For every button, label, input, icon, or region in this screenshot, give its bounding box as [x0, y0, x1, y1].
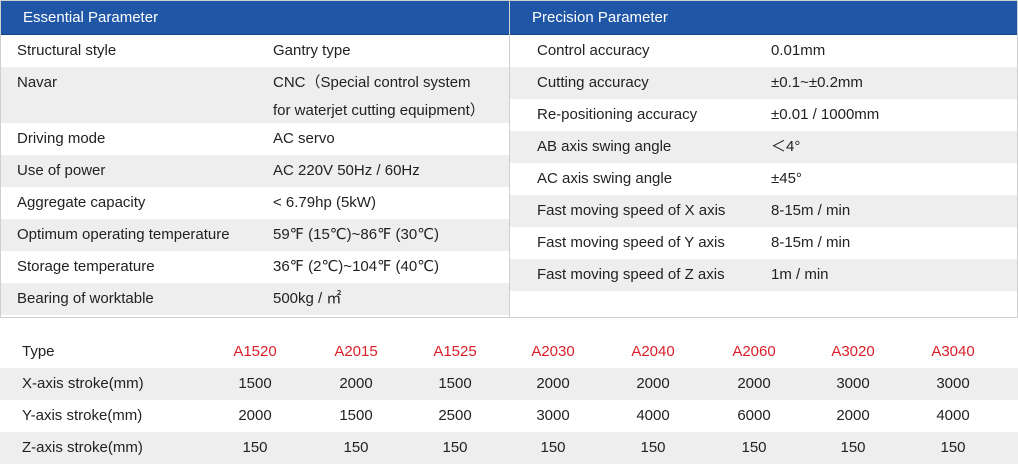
model-stroke-cell: 2000: [339, 375, 373, 392]
essential-label: Driving mode: [17, 130, 106, 147]
essential-value: CNC（Special control system for waterjet c…: [273, 69, 485, 125]
essential-label: Navar: [17, 74, 58, 91]
precision-row: Cutting accuracy ±0.1~±0.2mm: [510, 67, 1017, 99]
precision-value: 0.01mm: [771, 42, 826, 59]
model-header-row: Type A1520 A2015 A1525 A2030 A2040 A2060 A3020 A…: [0, 336, 1018, 368]
precision-parameter-panel: Precision Parameter Control accuracy 0.01…: [510, 0, 1018, 318]
essential-value: Gantry type: [273, 42, 351, 59]
model-stroke-cell: 6000: [737, 407, 771, 424]
parameter-section: Essential Parameter Structural style Gant…: [0, 0, 1018, 318]
essential-value: 59℉ (15℃)~86℉ (30℃): [273, 226, 440, 243]
model-type-cell: A2040: [631, 343, 675, 360]
model-stroke-cell: 4000: [936, 407, 970, 424]
essential-parameter-title: Essential Parameter: [1, 1, 509, 35]
essential-label: Aggregate capacity: [17, 194, 146, 211]
precision-row: Fast moving speed of X axis 8-15m / min: [510, 195, 1017, 227]
model-stroke-cell: 2000: [238, 407, 272, 424]
precision-value: 1m / min: [771, 266, 829, 283]
model-stroke-cell: 1500: [438, 375, 472, 392]
model-type-cell: A2060: [732, 343, 776, 360]
model-stroke-cell: 3000: [536, 407, 570, 424]
precision-row: Control accuracy 0.01mm: [510, 35, 1017, 67]
precision-value: ±45°: [771, 170, 802, 187]
essential-parameter-panel: Essential Parameter Structural style Gant…: [0, 0, 510, 318]
precision-value: 8-15m / min: [771, 234, 851, 251]
model-type-cell: A3020: [831, 343, 875, 360]
model-header-label: Type: [22, 343, 55, 360]
precision-value: 8-15m / min: [771, 202, 851, 219]
precision-value: ±0.1~±0.2mm: [771, 74, 863, 91]
model-stroke-table: Type A1520 A2015 A1525 A2030 A2040 A2060 A3020 A…: [0, 336, 1018, 464]
model-stroke-cell: 3000: [836, 375, 870, 392]
essential-rows: Structural style Gantry type Navar CNC（Spec…: [1, 35, 509, 315]
model-type-cell: A1525: [433, 343, 477, 360]
model-stroke-cell: 150: [741, 439, 767, 456]
model-rows: Type A1520 A2015 A1525 A2030 A2040 A2060 A3020 A…: [0, 336, 1018, 464]
precision-row: Fast moving speed of Z axis 1m / min: [510, 259, 1017, 291]
essential-row: Storage temperature 36℉ (2℃)~104℉ (40℃): [1, 251, 509, 283]
precision-row: Re-positioning accuracy ±0.01 / 1000mm: [510, 99, 1017, 131]
essential-row: Structural style Gantry type: [1, 35, 509, 67]
precision-row: AC axis swing angle ±45°: [510, 163, 1017, 195]
essential-label: Structural style: [17, 42, 117, 59]
essential-label: Optimum operating temperature: [17, 226, 230, 243]
essential-value: 36℉ (2℃)~104℉ (40℃): [273, 258, 440, 275]
essential-label: Bearing of worktable: [17, 290, 154, 307]
essential-value-line: CNC（Special control system: [273, 74, 471, 91]
model-stroke-row: X-axis stroke(mm) 1500 2000 1500 2000 2000 200…: [0, 368, 1018, 400]
essential-row: Driving mode AC servo: [1, 123, 509, 155]
model-stroke-cell: 2000: [636, 375, 670, 392]
model-stroke-row: Y-axis stroke(mm) 2000 1500 2500 3000 4000 600…: [0, 400, 1018, 432]
model-stroke-cell: 2500: [438, 407, 472, 424]
model-stroke-cell: 2000: [737, 375, 771, 392]
precision-label: AC axis swing angle: [537, 170, 673, 187]
precision-parameter-title: Precision Parameter: [510, 1, 1017, 35]
model-stroke-cell: 150: [940, 439, 966, 456]
precision-label: Fast moving speed of Z axis: [537, 266, 725, 283]
model-stroke-cell: 1500: [238, 375, 272, 392]
model-stroke-label: Z-axis stroke(mm): [22, 439, 143, 456]
model-stroke-cell: 2000: [536, 375, 570, 392]
model-stroke-cell: 3000: [936, 375, 970, 392]
model-stroke-cell: 150: [343, 439, 369, 456]
model-stroke-cell: 1500: [339, 407, 373, 424]
precision-label: Control accuracy: [537, 42, 650, 59]
model-type-cell: A3040: [931, 343, 975, 360]
model-stroke-cell: 150: [840, 439, 866, 456]
essential-value: AC servo: [273, 130, 335, 147]
model-type-cell: A2015: [334, 343, 378, 360]
model-type-cell: A1520: [233, 343, 277, 360]
model-type-cell: A2030: [531, 343, 575, 360]
model-stroke-cell: 150: [640, 439, 666, 456]
essential-row: Navar CNC（Special control system for water…: [1, 67, 509, 123]
essential-value: 500kg / ㎡: [273, 290, 342, 307]
precision-value: ＜4°: [771, 138, 801, 155]
precision-label: Re-positioning accuracy: [537, 106, 698, 123]
model-stroke-row: Z-axis stroke(mm) 150 150 150 150 150 150 150 15…: [0, 432, 1018, 464]
precision-row: Fast moving speed of Y axis 8-15m / min: [510, 227, 1017, 259]
model-stroke-cell: 150: [540, 439, 566, 456]
precision-label: AB axis swing angle: [537, 138, 672, 155]
essential-value: < 6.79hp (5kW): [273, 194, 376, 211]
essential-value-line: for waterjet cutting equipment）: [273, 102, 485, 119]
model-stroke-label: X-axis stroke(mm): [22, 375, 144, 392]
essential-value: AC 220V 50Hz / 60Hz: [273, 162, 420, 179]
essential-row: Bearing of worktable 500kg / ㎡: [1, 283, 509, 315]
model-stroke-cell: 150: [442, 439, 468, 456]
essential-row: Aggregate capacity < 6.79hp (5kW): [1, 187, 509, 219]
precision-label: Cutting accuracy: [537, 74, 649, 91]
essential-row: Use of power AC 220V 50Hz / 60Hz: [1, 155, 509, 187]
model-stroke-label: Y-axis stroke(mm): [22, 407, 143, 424]
precision-value: ±0.01 / 1000mm: [771, 106, 880, 123]
model-stroke-cell: 4000: [636, 407, 670, 424]
precision-row: AB axis swing angle ＜4°: [510, 131, 1017, 163]
essential-label: Use of power: [17, 162, 106, 179]
essential-row: Optimum operating temperature 59℉ (15℃)~8…: [1, 219, 509, 251]
precision-label: Fast moving speed of Y axis: [537, 234, 725, 251]
model-stroke-cell: 2000: [836, 407, 870, 424]
precision-label: Fast moving speed of X axis: [537, 202, 726, 219]
model-stroke-cell: 150: [242, 439, 268, 456]
precision-rows: Control accuracy 0.01mm Cutting accuracy ±0…: [510, 35, 1017, 291]
essential-label: Storage temperature: [17, 258, 155, 275]
